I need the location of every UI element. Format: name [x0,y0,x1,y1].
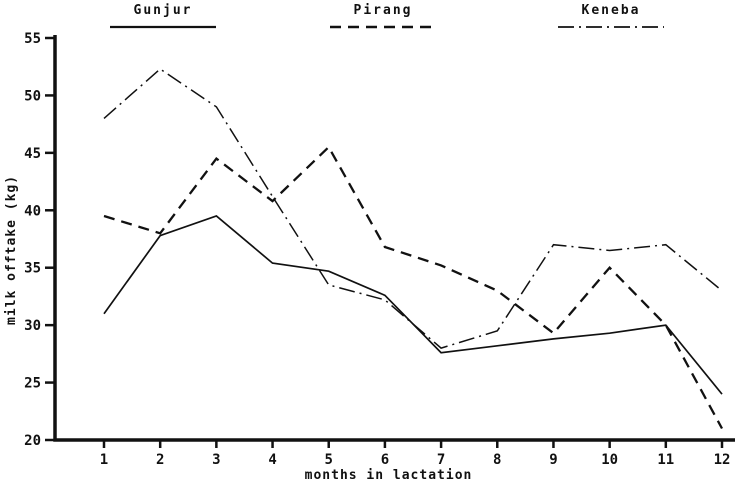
solid-line-sample-icon [110,25,216,29]
y-tick-label: 30 [24,318,41,334]
x-tick-label: 10 [601,452,618,468]
dashed-line-sample-icon [330,25,436,29]
x-tick-label: 5 [325,452,333,468]
y-tick-label: 40 [24,203,41,219]
y-tick-label: 20 [24,433,41,449]
x-tick-label: 4 [268,452,276,468]
y-tick-label: 35 [24,261,41,277]
legend-item-gunjur: Gunjur [110,3,216,31]
legend-label-keneba: Keneba [581,3,641,18]
y-tick-label: 25 [24,376,41,392]
x-tick-label: 11 [657,452,674,468]
legend-label-gunjur: Gunjur [133,3,193,18]
y-tick-label: 45 [24,146,41,162]
x-tick-label: 8 [493,452,501,468]
x-tick-label: 3 [212,452,220,468]
series-line-gunjur [103,215,723,395]
x-tick-label: 7 [437,452,445,468]
legend-item-pirang: Pirang [330,3,436,31]
x-tick-label: 9 [549,452,557,468]
y-tick-label: 55 [24,31,41,47]
series-line-pirang [103,145,724,430]
axes [53,35,735,442]
x-tick-label: 6 [381,452,389,468]
x-tick-label: 1 [100,452,108,468]
x-tick-label: 12 [714,452,731,468]
series-line-keneba [103,68,723,349]
legend-item-keneba: Keneba [558,3,664,31]
x-axis-title: months in lactation [304,468,473,483]
x-tick-label: 2 [156,452,164,468]
y-tick-label: 50 [24,88,41,104]
legend-label-pirang: Pirang [353,3,413,18]
dashdot-line-sample-icon [558,26,664,28]
y-axis-title: milk offtake (kg) [4,174,19,326]
